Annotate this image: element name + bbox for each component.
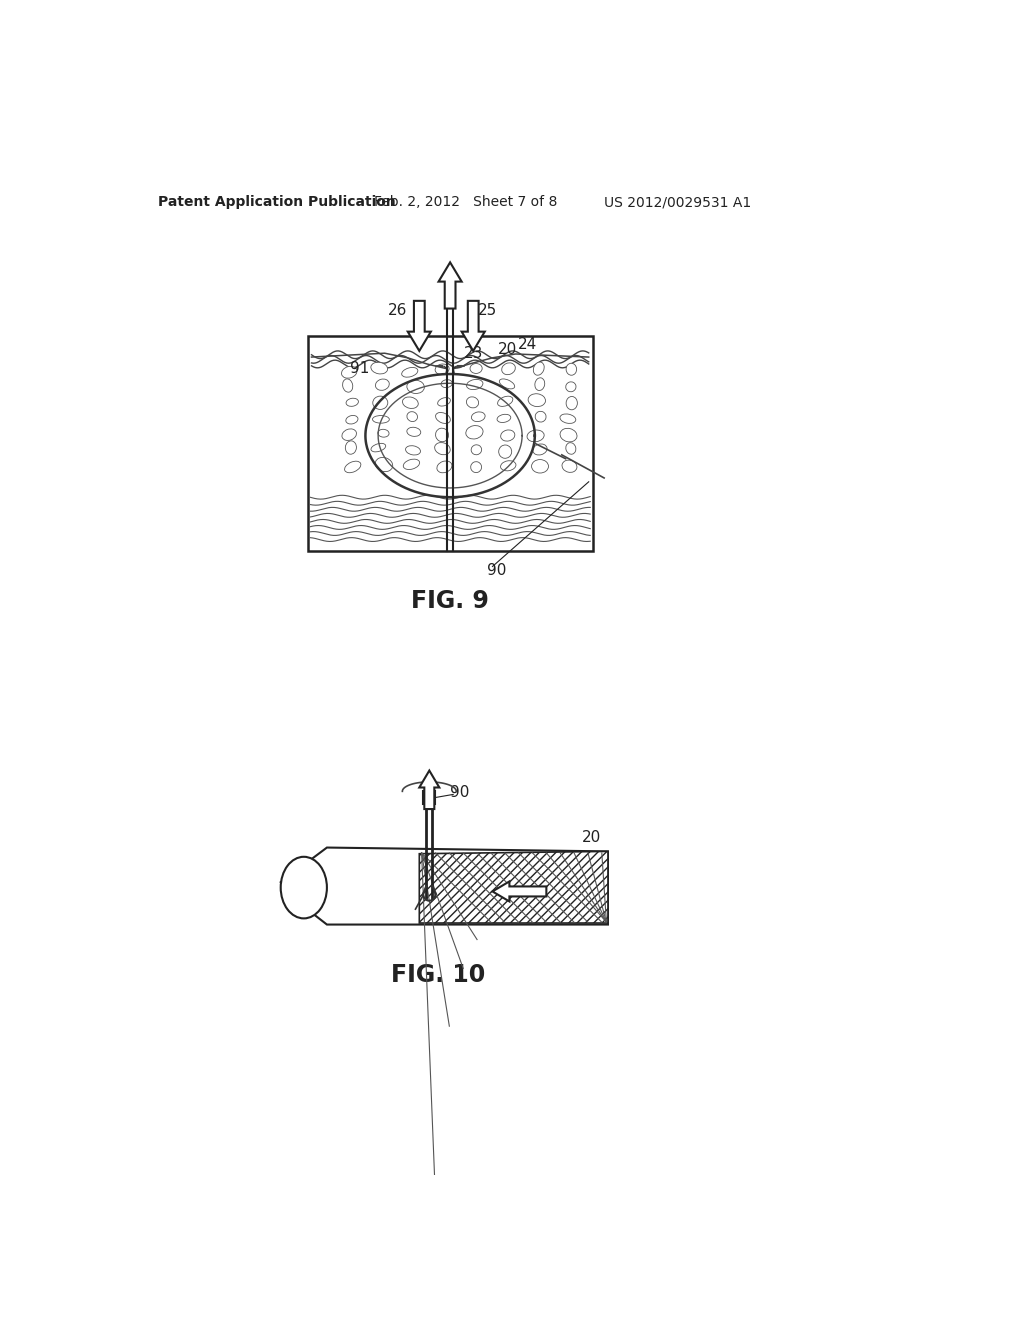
Text: US 2012/0029531 A1: US 2012/0029531 A1 [603, 195, 751, 210]
Ellipse shape [407, 428, 421, 437]
Text: 20: 20 [582, 830, 601, 845]
Ellipse shape [343, 379, 352, 392]
Ellipse shape [406, 446, 421, 455]
FancyArrow shape [438, 263, 462, 309]
Ellipse shape [502, 363, 515, 375]
Ellipse shape [437, 397, 451, 407]
Text: 23: 23 [403, 866, 423, 880]
Ellipse shape [378, 429, 389, 437]
Ellipse shape [497, 414, 511, 422]
Ellipse shape [435, 412, 451, 424]
FancyArrow shape [419, 771, 439, 809]
Ellipse shape [402, 397, 418, 408]
Ellipse shape [344, 461, 360, 473]
Ellipse shape [470, 363, 482, 374]
Ellipse shape [281, 857, 327, 919]
Ellipse shape [466, 425, 483, 440]
Ellipse shape [467, 397, 478, 408]
Ellipse shape [407, 380, 424, 393]
Ellipse shape [532, 444, 547, 455]
Ellipse shape [403, 459, 420, 470]
Ellipse shape [562, 461, 577, 473]
Polygon shape [419, 851, 608, 923]
Ellipse shape [345, 441, 356, 454]
Text: 26: 26 [438, 866, 458, 880]
Text: 26: 26 [388, 304, 408, 318]
Ellipse shape [501, 430, 515, 441]
FancyArrow shape [462, 301, 484, 351]
Ellipse shape [376, 379, 389, 391]
Ellipse shape [499, 445, 512, 458]
Text: 24: 24 [518, 337, 538, 352]
Ellipse shape [371, 444, 386, 451]
Ellipse shape [535, 378, 545, 391]
Ellipse shape [498, 396, 513, 407]
Text: 20: 20 [499, 342, 517, 356]
Text: Feb. 2, 2012   Sheet 7 of 8: Feb. 2, 2012 Sheet 7 of 8 [374, 195, 557, 210]
Ellipse shape [560, 414, 575, 424]
Text: FIG. 10: FIG. 10 [391, 962, 485, 986]
Ellipse shape [401, 367, 418, 378]
Text: Patent Application Publication: Patent Application Publication [158, 195, 395, 210]
Ellipse shape [531, 459, 549, 473]
Ellipse shape [435, 364, 450, 375]
Ellipse shape [528, 393, 546, 407]
Ellipse shape [342, 429, 356, 441]
Ellipse shape [342, 366, 357, 378]
Ellipse shape [560, 428, 577, 442]
Text: 23: 23 [464, 346, 483, 360]
Ellipse shape [435, 428, 449, 442]
Ellipse shape [434, 442, 451, 455]
Ellipse shape [371, 362, 388, 374]
Polygon shape [281, 847, 608, 924]
Ellipse shape [500, 379, 515, 389]
Ellipse shape [536, 412, 546, 422]
Ellipse shape [437, 461, 452, 473]
Ellipse shape [471, 445, 481, 455]
Ellipse shape [471, 412, 485, 421]
Ellipse shape [407, 412, 418, 421]
Text: 24: 24 [304, 898, 324, 913]
Ellipse shape [375, 458, 393, 471]
Ellipse shape [565, 381, 577, 392]
Ellipse shape [346, 416, 358, 424]
Bar [423, 792, 435, 804]
Ellipse shape [534, 362, 544, 375]
Ellipse shape [441, 380, 453, 388]
Ellipse shape [467, 379, 483, 389]
Text: 90: 90 [450, 785, 469, 800]
Text: 91: 91 [350, 362, 370, 376]
Text: FIG. 9: FIG. 9 [412, 589, 489, 614]
Ellipse shape [501, 461, 516, 471]
Text: 90: 90 [486, 562, 506, 578]
Ellipse shape [373, 396, 388, 409]
Ellipse shape [566, 442, 575, 454]
Text: 25: 25 [375, 866, 394, 880]
FancyArrow shape [493, 882, 547, 902]
Text: 25: 25 [477, 304, 497, 318]
FancyArrow shape [408, 301, 431, 351]
Ellipse shape [346, 399, 358, 407]
Ellipse shape [471, 462, 481, 473]
Bar [307, 335, 593, 552]
Ellipse shape [566, 363, 577, 375]
Ellipse shape [527, 430, 544, 442]
Ellipse shape [373, 416, 389, 424]
Ellipse shape [566, 396, 578, 409]
